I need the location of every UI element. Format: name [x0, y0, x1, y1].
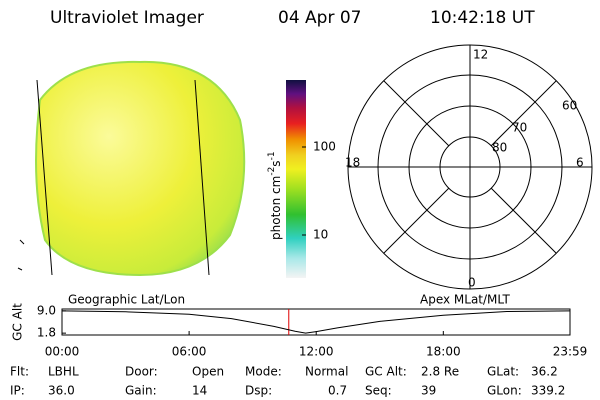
mlt-label: 6: [576, 156, 584, 170]
auroral-image: [35, 60, 246, 277]
diag: [490, 187, 557, 254]
y-tick-label: 1.8: [37, 326, 56, 340]
date: 04 Apr 07: [278, 8, 361, 28]
tick: [19, 239, 25, 245]
info-label: GLat:: [487, 365, 519, 379]
uv-image: [17, 60, 246, 277]
tick: [17, 267, 23, 271]
info-label: Mode:: [245, 365, 282, 379]
mlt-label: 0: [468, 276, 476, 290]
orbit-y-label: GC Alt: [11, 303, 25, 341]
colorbar-tick: 10: [313, 228, 328, 242]
info-value: 339.2: [531, 384, 565, 398]
info-label: GLon:: [487, 384, 522, 398]
unit: s: [269, 160, 283, 166]
info-label: GC Alt:: [365, 365, 407, 379]
altitude-curve: [61, 310, 571, 334]
info-value: 36.2: [531, 365, 558, 379]
x-tick-label: 23:59: [553, 345, 588, 359]
diag: [490, 80, 557, 147]
x-tick-label: 18:00: [426, 345, 461, 359]
mlt-label: 18: [345, 156, 360, 170]
longitude-line: [36, 79, 53, 276]
colorbar: 100 10 photon cm-2s-1: [267, 80, 336, 278]
mlt-label: 12: [473, 48, 488, 62]
info-value: 0.7: [328, 384, 347, 398]
info-label: Dsp:: [245, 384, 272, 398]
longitude-line: [194, 79, 210, 276]
info-value: 2.8 Re: [421, 365, 459, 379]
info-label: Flt:: [10, 365, 29, 379]
lat-label: 60: [562, 99, 577, 113]
colorbar-unit: photon cm-2s-1: [267, 151, 283, 240]
info-panel: Flt: LBHL Door: Open Mode: Normal GC Alt: 2.8 R…: [10, 365, 565, 398]
time: 10:42:18 UT: [430, 8, 535, 28]
x-tick-label: 12:00: [299, 345, 334, 359]
unit-exp: -2: [267, 167, 277, 176]
info-value: 39: [421, 384, 436, 398]
polar-grid: [347, 44, 593, 290]
x-tick-label: 00:00: [45, 345, 80, 359]
info-label: Seq:: [365, 384, 392, 398]
unit: photon cm: [269, 176, 283, 240]
info-label: Gain:: [125, 384, 157, 398]
unit-exp: -1: [267, 151, 277, 160]
info-value: 36.0: [48, 384, 75, 398]
info-value: Open: [192, 365, 224, 379]
info-value: Normal: [305, 365, 348, 379]
info-value: 14: [192, 384, 207, 398]
x-tick-label: 06:00: [172, 345, 207, 359]
lat-label: 70: [512, 121, 527, 135]
orbit-left-label: Geographic Lat/Lon: [68, 293, 185, 307]
colorbar-tick: 100: [313, 140, 336, 154]
orbit-right-label: Apex MLat/MLT: [420, 293, 510, 307]
info-value: LBHL: [48, 365, 79, 379]
instrument: Ultraviolet Imager: [50, 8, 204, 28]
info-label: Door:: [125, 365, 158, 379]
diag: [383, 80, 450, 147]
y-tick-label: 9.0: [37, 303, 56, 317]
colorbar-scale: [286, 80, 306, 278]
diag: [383, 187, 450, 254]
lat-label: 80: [492, 141, 507, 155]
info-label: IP:: [10, 384, 25, 398]
